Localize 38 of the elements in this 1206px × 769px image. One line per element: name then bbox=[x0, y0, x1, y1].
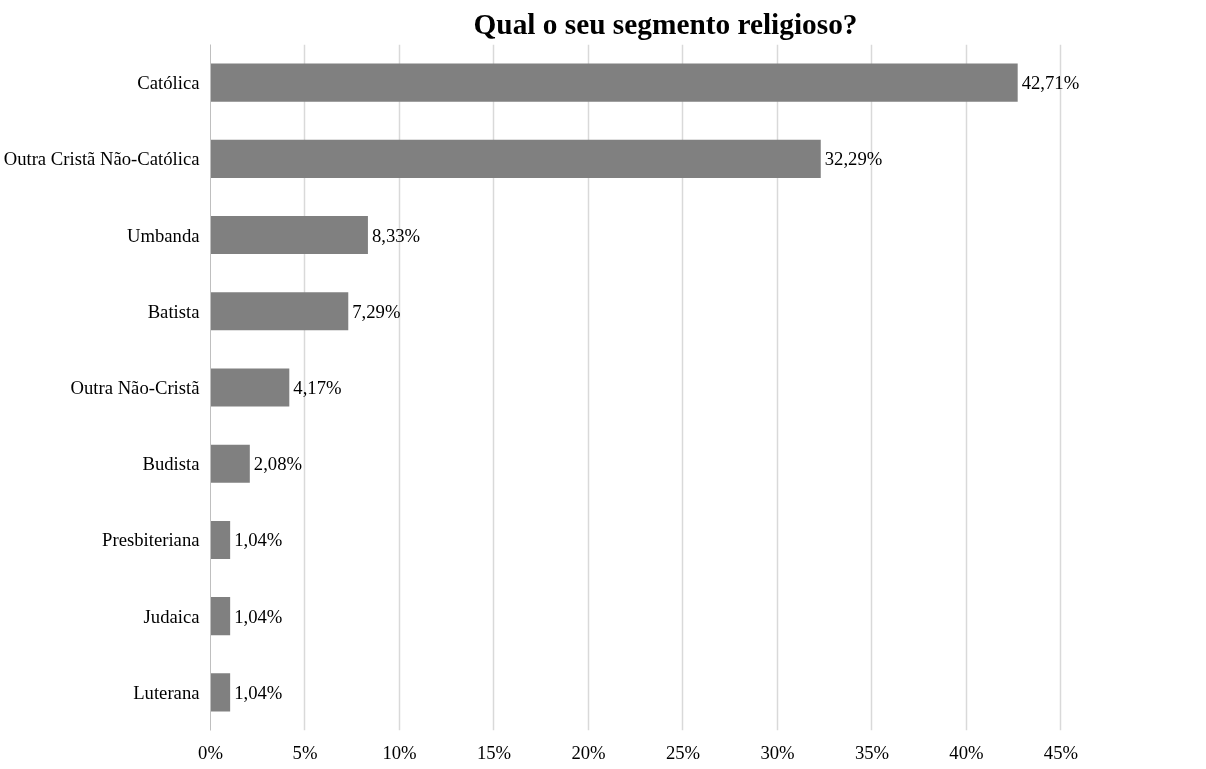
bar bbox=[210, 520, 231, 559]
bar bbox=[210, 63, 1018, 102]
bar bbox=[210, 444, 250, 483]
bar bbox=[210, 216, 368, 255]
data-label: 42,71% bbox=[1021, 72, 1080, 94]
y-tick-label: Budista bbox=[142, 453, 201, 475]
data-label: 4,17% bbox=[293, 377, 342, 398]
x-tick-label: 15% bbox=[476, 741, 512, 763]
y-tick-label: Católica bbox=[137, 72, 201, 94]
bar bbox=[210, 292, 349, 331]
y-tick-label: Outra Não-Cristã bbox=[70, 377, 201, 398]
bar bbox=[210, 139, 821, 178]
x-tick-label: 40% bbox=[949, 741, 984, 763]
chart-title: Qual o seu segmento religioso? bbox=[473, 7, 858, 40]
x-tick-label: 5% bbox=[292, 741, 318, 763]
data-label: 7,29% bbox=[352, 300, 401, 322]
y-tick-label: Judaica bbox=[143, 605, 201, 627]
x-tick-label: 30% bbox=[760, 741, 795, 763]
data-label: 1,04% bbox=[234, 681, 283, 703]
data-label: 2,08% bbox=[253, 453, 303, 475]
x-tick-label: 25% bbox=[665, 741, 701, 763]
data-label: 8,33% bbox=[371, 224, 421, 246]
bar bbox=[210, 597, 231, 636]
x-tick-label: 45% bbox=[1043, 741, 1079, 763]
y-tick-label: Batista bbox=[147, 300, 201, 322]
bar bbox=[210, 673, 231, 712]
data-label: 1,04% bbox=[234, 605, 283, 627]
y-tick-label: Luterana bbox=[133, 681, 201, 703]
x-tick-label: 35% bbox=[854, 741, 890, 763]
bar bbox=[210, 368, 290, 407]
x-tick-label: 10% bbox=[382, 741, 417, 763]
y-tick-label: Umbanda bbox=[126, 224, 201, 246]
y-tick-label: Presbiteriana bbox=[102, 529, 201, 551]
y-tick-label: Outra Cristã Não-Católica bbox=[3, 148, 201, 170]
x-tick-label: 0% bbox=[198, 741, 223, 763]
x-tick-label: 20% bbox=[571, 741, 606, 763]
data-label: 32,29% bbox=[824, 148, 883, 170]
data-label: 1,04% bbox=[234, 529, 283, 551]
